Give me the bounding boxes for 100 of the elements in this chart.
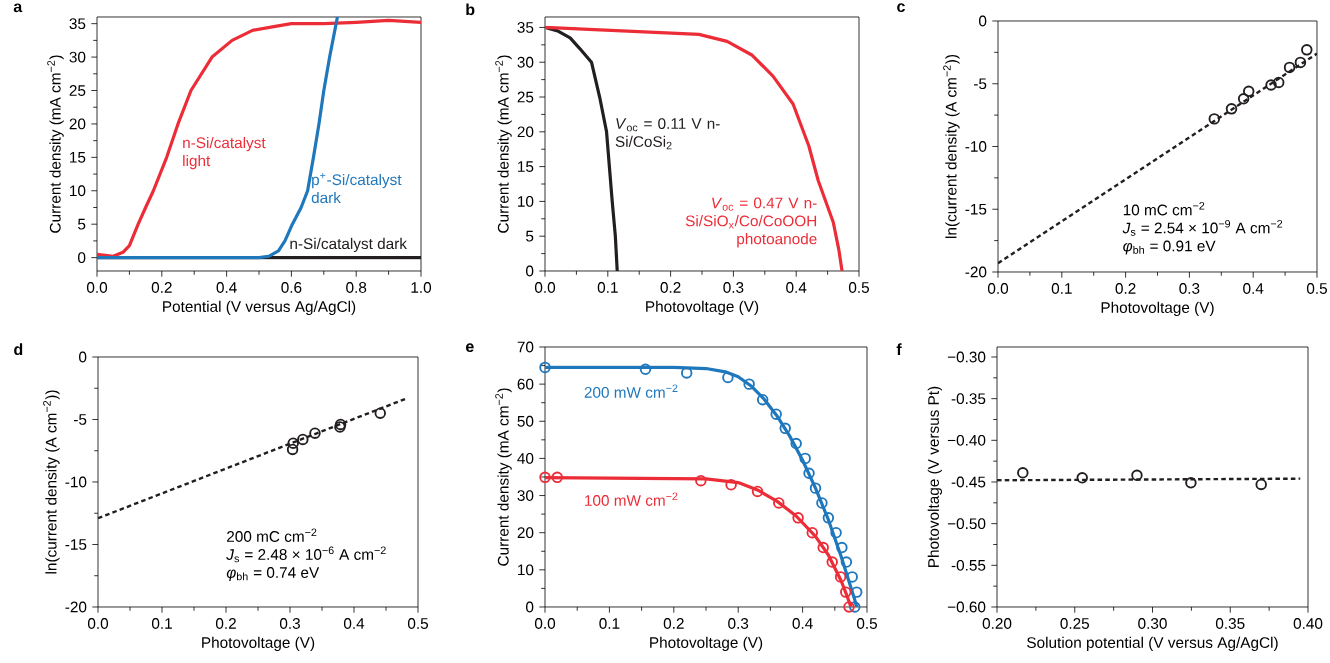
y-tick-label: 0: [979, 15, 987, 27]
point: [850, 586, 863, 598]
point: [770, 408, 782, 420]
series-label: n-Si/catalyst light: [183, 136, 266, 170]
y-tick-label: 20: [69, 118, 86, 130]
point: [790, 437, 802, 450]
point: [374, 407, 386, 419]
point: [840, 586, 852, 598]
point: [539, 471, 551, 484]
y-axis-title: Current density (mA cm$^{−2}$): [47, 55, 64, 233]
point: [725, 479, 737, 491]
y-tick-label: 60: [517, 378, 534, 390]
point: [286, 443, 299, 456]
point: [803, 467, 815, 480]
point: [1265, 79, 1277, 91]
point: [843, 601, 855, 613]
x-tick-label: 0.3: [279, 618, 300, 629]
annotation: 200 mC cm$^{−2}$: [227, 528, 317, 542]
y-axis-title: ln(current density (A cm$^{−2}$)): [943, 54, 960, 238]
point: [722, 371, 734, 384]
point: [1131, 469, 1143, 482]
y-tick-label: -10: [65, 476, 87, 488]
point: [639, 363, 652, 376]
x-axis-title: Photovoltage (V): [202, 636, 315, 652]
x-tick-label: 0.3: [1179, 283, 1200, 294]
x-tick-label: 0.4: [343, 618, 365, 629]
y-axis-title: ln(current density (A cm$^{−2}$)): [43, 390, 60, 574]
y-tick-label: -15: [965, 203, 987, 215]
y-tick-label: 15: [518, 161, 534, 172]
x-tick-label: 0.0: [87, 618, 109, 629]
x-tick-label: 0.4: [216, 282, 237, 293]
point: [792, 512, 804, 524]
y-tick-label: 30: [517, 490, 534, 501]
x-tick-label: 0.20: [982, 618, 1012, 629]
x-tick-label: 0.25: [1060, 618, 1090, 629]
point: [822, 512, 835, 524]
x-tick-label: 0.2: [663, 618, 684, 629]
x-tick-label: 0.4: [1243, 283, 1264, 294]
point: [834, 571, 847, 583]
y-tick-label: -10: [965, 141, 987, 152]
x-tick-label: 1.0: [411, 282, 432, 293]
y-tick-label: -20: [965, 266, 987, 278]
point: [695, 474, 707, 487]
point: [287, 437, 299, 449]
x-tick-label: 0.0: [987, 283, 1009, 294]
annotation: J$_{s}$ = 2.54 × 10$^{−9}$ A cm$^{−2}$: [1122, 219, 1283, 236]
y-tick-label: 25: [517, 91, 534, 103]
point: [846, 571, 858, 583]
point: [1242, 85, 1255, 98]
point: [773, 497, 785, 509]
point: [1076, 472, 1088, 484]
point: [849, 601, 861, 613]
x-tick-label: 0.35: [1215, 618, 1245, 629]
y-tick-label: 40: [517, 452, 534, 464]
point: [1208, 113, 1221, 125]
x-tick-label: 0.8: [346, 282, 367, 293]
y-axis-title: Current density (mA cm$^{−2}$): [495, 55, 512, 233]
x-tick-label: 0.3: [723, 282, 744, 293]
y-tick-label: −0.40: [947, 434, 986, 446]
annotation: φ$_{bh}$ = 0.91 eV: [1123, 240, 1216, 255]
point: [1294, 56, 1307, 69]
y-axis-title: Current density (mA cm$^{−2}$): [495, 388, 512, 566]
point: [809, 482, 822, 494]
y-axis-title: Photovoltage (V versus Pt): [927, 386, 942, 567]
annotation: J$_{s}$ = 2.48 × 10$^{−6}$ A cm$^{−2}$: [226, 546, 386, 563]
series-label: 100 mW cm$^{−2}$: [585, 492, 678, 506]
line-series: [545, 25, 844, 271]
chart-title: d: [14, 343, 23, 356]
x-tick-label: 0.5: [856, 618, 878, 629]
point: [830, 526, 842, 539]
chart-title: f: [896, 343, 902, 355]
chart-title: c: [897, 3, 905, 13]
y-tick-label: -15: [65, 539, 87, 550]
x-tick-label: 0.2: [1115, 283, 1136, 294]
x-tick-label: 0.1: [599, 618, 620, 629]
x-axis-title: Photovoltage (V): [646, 300, 759, 316]
line-series: [97, 18, 422, 258]
y-tick-label: -0.45: [951, 476, 986, 488]
y-tick-label: −0.30: [947, 351, 986, 363]
x-axis-title: Photovoltage (V): [1101, 301, 1214, 317]
y-tick-label: 15: [70, 152, 86, 163]
point: [817, 541, 829, 554]
y-tick-label: 25: [69, 85, 86, 96]
y-tick-label: 0: [526, 601, 534, 613]
y-tick-label: 20: [517, 527, 534, 539]
point: [779, 422, 791, 435]
point: [826, 556, 838, 568]
y-tick-label: 10: [70, 185, 86, 197]
y-tick-label: −0.50: [947, 518, 986, 530]
point: [1255, 478, 1267, 491]
x-tick-label: 0.2: [215, 618, 236, 629]
annotation: 10 mC cm$^{−2}$: [1123, 201, 1205, 216]
y-tick-label: -5: [974, 78, 987, 90]
point: [836, 541, 848, 554]
point: [840, 556, 853, 568]
y-tick-label: -0.35: [951, 393, 986, 405]
x-tick-label: 0.2: [660, 282, 681, 293]
point: [551, 471, 563, 484]
point: [1272, 76, 1285, 89]
y-tick-label: 0: [78, 252, 86, 264]
